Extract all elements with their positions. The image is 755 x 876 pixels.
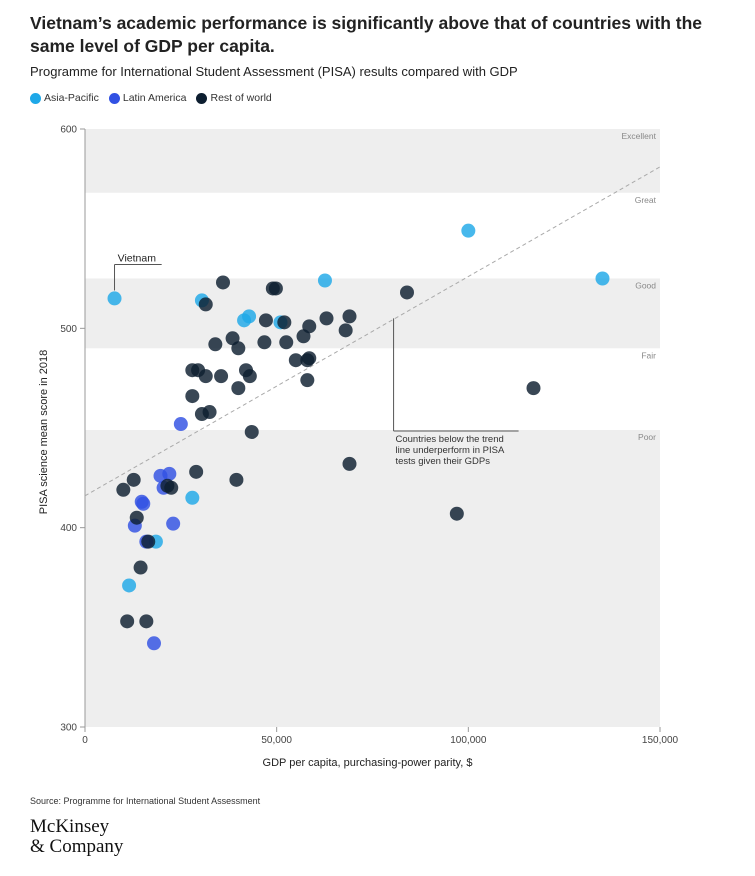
point-latin-america-7 [166,516,181,531]
point-asia-pacific-5 [317,273,332,288]
point-rest-of-world-31 [202,405,217,420]
band-label-good: Good [635,281,656,291]
point-latin-america-2 [162,466,177,481]
x-tick-label-50000: 50,000 [261,735,292,746]
x-tick-label-150000: 150,000 [642,735,679,746]
legend-swatch-latin-america [108,92,120,104]
legend-item-asia-pacific: Asia-Pacific [30,92,99,104]
point-rest-of-world-28 [526,381,541,396]
point-asia-pacific-6 [461,223,476,238]
point-asia-pacific-3 [242,309,257,324]
band-good [85,278,660,349]
point-rest-of-world-39 [164,480,179,495]
band-label-great: Great [635,195,657,205]
point-asia-pacific-8 [185,490,200,505]
legend-swatch-asia-pacific [30,92,41,104]
point-rest-of-world-12 [208,337,223,352]
band-label-fair: Fair [641,350,656,360]
point-asia-pacific-7 [595,271,610,286]
band-excellent [85,129,660,193]
annotation-underperform-line-1: line underperform in PISA [396,445,505,456]
point-rest-of-world-9 [338,323,353,338]
point-rest-of-world-6 [277,315,292,330]
x-tick-label-100000: 100,000 [450,735,487,746]
point-rest-of-world-3 [198,297,213,312]
point-rest-of-world-2 [268,281,283,296]
y-tick-label-500: 500 [60,324,77,335]
point-latin-america-8 [147,636,161,651]
point-rest-of-world-45 [139,614,154,629]
chart-subtitle: Programme for International Student Asse… [30,64,518,79]
point-rest-of-world-35 [229,472,244,487]
legend-item-latin-america: Latin America [108,92,187,104]
legend-label-rest-of-world: Rest of world [210,92,272,104]
point-rest-of-world-43 [133,560,148,575]
y-tick-label-400: 400 [60,523,77,534]
point-rest-of-world-16 [231,341,246,356]
point-rest-of-world-32 [244,424,259,439]
legend: Asia-Pacific Latin America Rest of world [30,92,272,104]
point-asia-pacific-10 [122,578,137,593]
mckinsey-logo: McKinsey & Company [30,817,123,857]
point-latin-america-0 [173,417,188,432]
point-rest-of-world-24 [214,369,229,384]
legend-item-rest-of-world: Rest of world [196,92,272,104]
point-rest-of-world-36 [126,472,141,487]
point-rest-of-world-15 [279,335,294,350]
point-rest-of-world-34 [189,464,204,479]
point-rest-of-world-44 [120,614,135,629]
y-axis-label: PISA science mean score in 2018 [38,350,50,514]
point-rest-of-world-40 [449,506,464,521]
point-rest-of-world-4 [400,285,414,300]
point-rest-of-world-7 [319,311,334,326]
point-rest-of-world-27 [300,373,315,388]
annotation-underperform-line-2: tests given their GDPs [396,456,491,467]
trend-line [84,166,661,497]
point-rest-of-world-17 [288,353,303,368]
point-rest-of-world-23 [242,369,257,384]
annotation-vietnam-label: Vietnam [118,253,157,265]
x-axis-label: GDP per capita, purchasing-power parity,… [263,757,473,769]
point-asia-pacific-0 [107,291,122,306]
y-tick-label-600: 600 [60,125,77,136]
legend-label-asia-pacific: Asia-Pacific [44,92,99,104]
source-note: Source: Programme for International Stud… [30,796,261,806]
x-tick-label-0: 0 [82,735,88,746]
band-label-poor: Poor [638,432,656,442]
annotation-underperform-label: Countries below the trend line underperfo… [396,434,505,467]
point-rest-of-world-14 [257,335,272,350]
point-rest-of-world-25 [198,369,213,384]
point-rest-of-world-37 [116,482,131,497]
point-rest-of-world-5 [258,313,273,328]
point-rest-of-world-29 [185,389,200,404]
band-poor [85,429,660,727]
point-rest-of-world-11 [302,319,317,334]
chart-title: Vietnam’s academic performance is signif… [30,13,702,56]
point-rest-of-world-8 [342,309,357,324]
y-tick-label-300: 300 [60,723,77,734]
band-label-excellent: Excellent [622,131,657,141]
legend-swatch-rest-of-world [196,92,208,104]
logo-line-2: & Company [30,836,124,857]
point-rest-of-world-0 [216,275,230,290]
scatter-chart: Excellent Great Good Fair Poor 300 400 500 600 0 5… [38,125,679,770]
point-rest-of-world-41 [129,510,144,525]
logo-line-1: McKinsey [30,816,110,837]
point-rest-of-world-33 [342,456,357,471]
point-rest-of-world-26 [231,381,246,396]
point-rest-of-world-42 [141,534,156,549]
legend-label-latin-america: Latin America [122,92,187,104]
point-rest-of-world-19 [302,351,317,366]
annotation-underperform-line-0: Countries below the trend [396,434,504,445]
point-latin-america-5 [136,496,151,511]
